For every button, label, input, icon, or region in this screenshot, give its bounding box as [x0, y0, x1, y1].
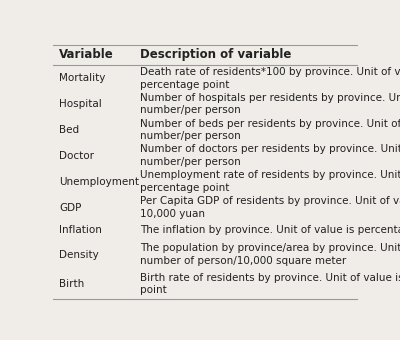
Text: Birth rate of residents by province. Unit of value is percentage
point: Birth rate of residents by province. Uni… [140, 273, 400, 295]
Text: Unemployment: Unemployment [59, 177, 139, 187]
Text: Variable: Variable [59, 49, 114, 62]
Text: Inflation: Inflation [59, 225, 102, 236]
Text: Mortality: Mortality [59, 73, 106, 83]
Text: Unemployment rate of residents by province. Unit of value is
percentage point: Unemployment rate of residents by provin… [140, 170, 400, 193]
Text: Birth: Birth [59, 279, 84, 289]
Text: Number of beds per residents by province. Unit of value is
number/per person: Number of beds per residents by province… [140, 119, 400, 141]
Text: The inflation by province. Unit of value is percentage point: The inflation by province. Unit of value… [140, 225, 400, 236]
Text: Description of variable: Description of variable [140, 49, 291, 62]
Text: Doctor: Doctor [59, 151, 94, 161]
Text: Number of doctors per residents by province. Unit of value is
number/per person: Number of doctors per residents by provi… [140, 144, 400, 167]
Text: Bed: Bed [59, 125, 80, 135]
Text: Density: Density [59, 250, 99, 260]
Text: The population by province/area by province. Unit of value is
number of person/1: The population by province/area by provi… [140, 243, 400, 266]
Text: GDP: GDP [59, 203, 82, 213]
Text: Per Capita GDP of residents by province. Unit of value is
10,000 yuan: Per Capita GDP of residents by province.… [140, 196, 400, 219]
Text: Death rate of residents*100 by province. Unit of value is
percentage point: Death rate of residents*100 by province.… [140, 67, 400, 89]
Text: Number of hospitals per residents by province. Unit of value is
number/per perso: Number of hospitals per residents by pro… [140, 93, 400, 116]
Text: Hospital: Hospital [59, 99, 102, 109]
